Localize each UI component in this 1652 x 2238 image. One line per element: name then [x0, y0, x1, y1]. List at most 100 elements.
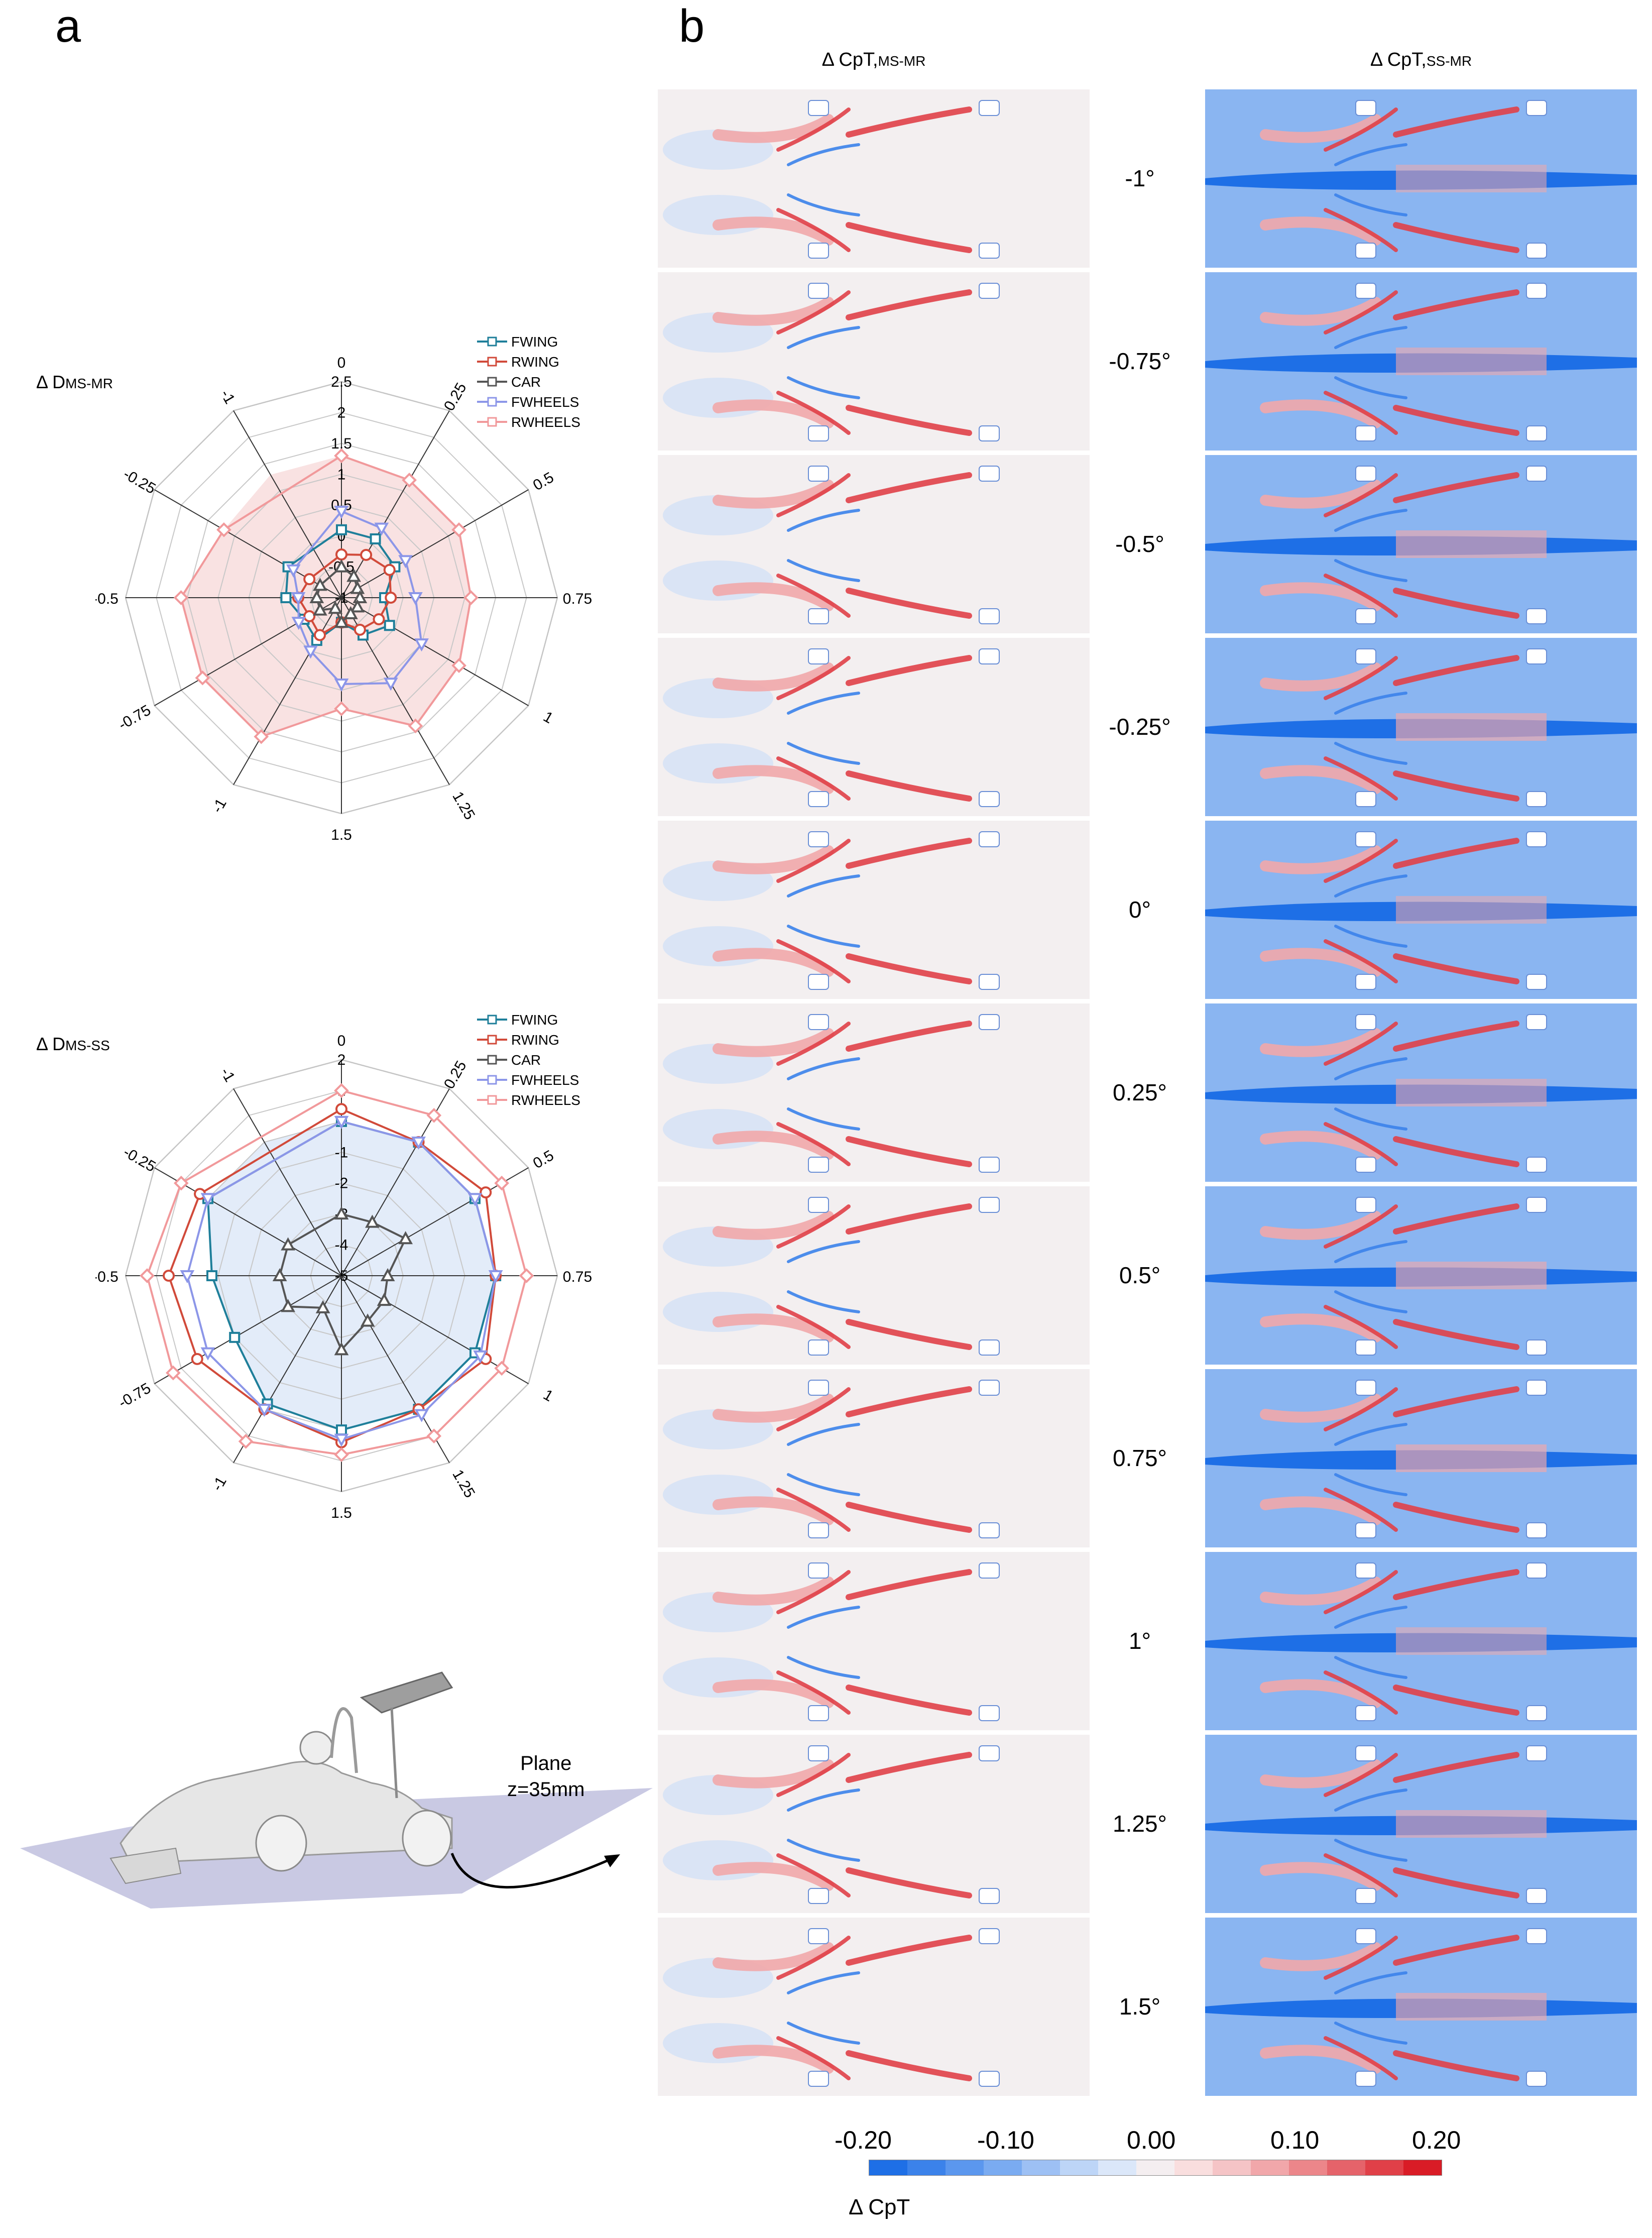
streak-8	[787, 1107, 860, 1131]
radar-point-rwheels-6	[334, 701, 349, 716]
streak-2	[776, 1387, 851, 1431]
contour-panel-ss-mr-8	[1205, 1552, 1637, 1730]
radar-spoke-2	[341, 489, 529, 598]
streak-7	[1334, 1240, 1407, 1263]
streak-1	[713, 1577, 834, 1606]
contour-panel-ss-mr-5	[1205, 1003, 1637, 1182]
wheel-1	[979, 1562, 1000, 1579]
centre-red-band	[1396, 1444, 1547, 1472]
streak-6	[1393, 2050, 1519, 2081]
legend-label-fwing: FWING	[511, 1012, 558, 1028]
streak-2	[776, 290, 851, 334]
roll-hoop	[330, 1707, 358, 1773]
streak-5	[1324, 1670, 1398, 1715]
streak-7	[787, 1788, 860, 1812]
contour-panel-ss-mr-9	[1205, 1735, 1637, 1913]
centre-red-band	[1396, 896, 1547, 924]
centre-red-band	[1396, 530, 1547, 558]
streak-2	[776, 1753, 851, 1797]
streak-7	[787, 1971, 860, 1994]
rear-wing-strut	[390, 1707, 398, 1799]
centre-red-band	[1396, 348, 1547, 375]
wheel-3	[979, 974, 1000, 990]
contour-bg	[658, 821, 1090, 999]
radar-point-rwheels-8	[195, 670, 210, 686]
wheel-3	[979, 1339, 1000, 1356]
streak-7	[787, 1057, 860, 1080]
radar-spoke-8	[154, 1275, 342, 1384]
radar-point-rwheels-8	[166, 1365, 181, 1381]
angle-label-4: 0°	[1129, 896, 1151, 923]
colorbar-tick-2: 0.00	[1127, 2126, 1176, 2154]
streak-6	[846, 222, 972, 253]
radar-point-fwheels-9	[180, 1270, 195, 1284]
legend-marker-fwheels	[487, 1075, 497, 1085]
streak-6	[846, 2050, 972, 2081]
wheel-2	[808, 791, 829, 807]
streak-2	[776, 1204, 851, 1249]
radar-series-line-car	[279, 1213, 407, 1352]
streak-2	[1324, 839, 1398, 883]
driver-helmet	[299, 1731, 333, 1765]
wheel-2	[1355, 1522, 1376, 1538]
radar-point-car-9	[272, 1268, 287, 1281]
radar-point-car-8	[281, 1299, 295, 1312]
radar-category-label-11: -1	[217, 1065, 238, 1085]
radar-point-car-3	[380, 1268, 395, 1281]
radar-category-label-10: -0.25	[121, 466, 159, 497]
streak-8	[1334, 1656, 1407, 1679]
streak-6	[846, 770, 972, 802]
streak-3	[846, 838, 972, 869]
radar-point-car-3	[352, 590, 368, 603]
streak-8	[1334, 559, 1407, 582]
wheel-2	[1355, 608, 1376, 624]
wheel-2	[808, 243, 829, 259]
colorbar-title: Δ CpT	[849, 2195, 910, 2219]
radar-ring-label-7: -5	[335, 1268, 348, 1284]
radar-category-label-4: 1	[540, 708, 556, 727]
legend-marker-car	[487, 1055, 497, 1065]
radar-point-rwing-1	[360, 548, 373, 561]
streak-6	[1393, 405, 1519, 436]
radar-point-rwheels-6	[334, 1447, 349, 1463]
colorbar-segment-2	[946, 2160, 984, 2175]
streak-6	[1393, 1685, 1519, 1716]
angle-label-5: 0.25°	[1113, 1079, 1167, 1105]
streak-1	[1260, 1028, 1381, 1057]
wheel-0	[808, 648, 829, 664]
legend-marker-rwheels	[487, 1095, 497, 1105]
colorbar-segment-8	[1174, 2160, 1213, 2175]
wheel-3	[1526, 608, 1547, 624]
streak-4	[713, 1313, 834, 1342]
radar-point-rwheels-0	[334, 448, 349, 464]
streak-8	[1334, 193, 1407, 216]
radar-point-fwing-6	[336, 1424, 347, 1436]
streak-3	[1393, 1203, 1519, 1235]
streak-5	[776, 939, 851, 983]
streak-7	[787, 143, 860, 166]
centre-red-band	[1396, 1627, 1547, 1655]
streak-2	[1324, 1936, 1398, 1980]
colorbar-tick-3: 0.10	[1270, 2126, 1320, 2154]
radar-category-label-9: -0.5	[95, 591, 119, 607]
radar-point-fwheels-7	[303, 645, 318, 659]
streak-4	[1260, 399, 1381, 428]
streak-1	[713, 662, 834, 692]
streak-4	[1260, 1496, 1381, 1525]
car-illustration	[20, 1671, 653, 1909]
radar-category-label-11: -1	[217, 387, 238, 407]
wheel-3	[1526, 1339, 1547, 1356]
streak-7	[787, 874, 860, 898]
rear-wing	[360, 1671, 453, 1714]
wheel-0	[1355, 1928, 1376, 1944]
streak-1	[1260, 297, 1381, 326]
streak-6	[1393, 953, 1519, 984]
contour-bg	[658, 1186, 1090, 1365]
wheel-3	[979, 1888, 1000, 1904]
streak-5	[776, 208, 851, 252]
radar-point-car-10	[313, 578, 327, 591]
radar-category-label-4: 1	[540, 1386, 556, 1405]
streak-4	[1260, 765, 1381, 794]
streak-8	[787, 2022, 860, 2045]
radar-point-rwing-2	[480, 1186, 492, 1199]
